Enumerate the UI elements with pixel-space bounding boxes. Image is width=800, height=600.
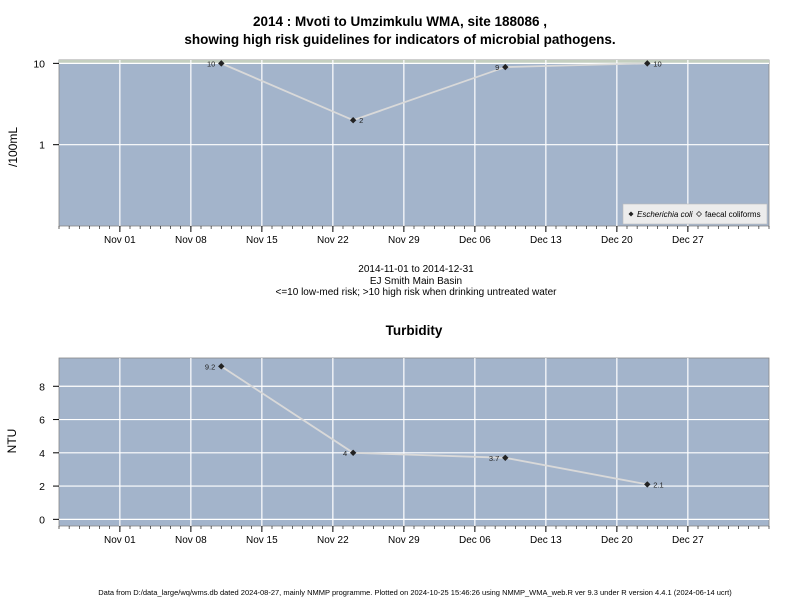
data-point bbox=[502, 454, 509, 462]
date-range-text: 2014-11-01 to 2014-12-31 bbox=[358, 264, 474, 275]
y-tick-label: 0 bbox=[39, 514, 45, 526]
y-tick-label: 1 bbox=[39, 140, 45, 152]
data-point bbox=[644, 481, 651, 488]
x-tick-label: Nov 01 bbox=[104, 535, 136, 546]
microbial-chart: Nov 01 Nov 08 Nov 15 Nov 22 Nov 29 Dec 06 Dec … bbox=[33, 58, 770, 246]
data-label: 9 bbox=[495, 63, 499, 72]
x-tick-label: Dec 13 bbox=[530, 535, 562, 546]
x-tick-label: Nov 08 bbox=[175, 535, 207, 546]
y-tick-label: 2 bbox=[39, 481, 45, 493]
microbial-y-axis-label: /100mL bbox=[6, 126, 20, 168]
chart-title-line2: showing high risk guidelines for indicat… bbox=[184, 32, 616, 47]
y-tick-label: 8 bbox=[39, 381, 45, 393]
series-line bbox=[220, 62, 648, 122]
basin-text: EJ Smith Main Basin bbox=[369, 276, 463, 287]
data-label: 10 bbox=[207, 59, 215, 68]
data-label: 3.7 bbox=[489, 454, 499, 463]
chart-title-line1: 2014 : Mvoti to Umzimkulu WMA, site 1880… bbox=[252, 14, 548, 29]
legend-label-ecoli: Escherichia coli bbox=[637, 210, 693, 219]
data-label: 10 bbox=[653, 59, 661, 68]
x-tick-label: Dec 06 bbox=[459, 535, 491, 546]
legend-marker-ecoli bbox=[628, 211, 634, 217]
y-tick-label: 10 bbox=[33, 58, 45, 70]
turbidity-title: Turbidity bbox=[385, 323, 443, 338]
x-tick-label: Dec 13 bbox=[530, 235, 562, 246]
x-tick-label: Dec 06 bbox=[459, 235, 491, 246]
guideline-band bbox=[59, 60, 769, 64]
footer-note: Data from D:/data_large/wq/wms.db dated … bbox=[98, 588, 732, 597]
x-tick-label: Nov 22 bbox=[317, 235, 349, 246]
x-tick-label: Nov 15 bbox=[246, 535, 278, 546]
x-tick-label: Nov 01 bbox=[104, 235, 136, 246]
x-tick-label: Dec 27 bbox=[672, 535, 704, 546]
data-label: 9.2 bbox=[205, 362, 215, 371]
x-tick-label: Nov 29 bbox=[388, 535, 420, 546]
x-tick-label: Nov 15 bbox=[246, 235, 278, 246]
turbidity-y-axis-label: NTU bbox=[5, 428, 19, 454]
legend-label-faecal: faecal coliforms bbox=[705, 210, 761, 219]
x-tick-label: Dec 20 bbox=[601, 235, 633, 246]
data-point bbox=[349, 449, 357, 457]
x-tick-label: Dec 27 bbox=[672, 235, 704, 246]
x-tick-label: Nov 22 bbox=[317, 535, 349, 546]
x-tick-label: Nov 08 bbox=[175, 235, 207, 246]
legend-box bbox=[622, 203, 768, 225]
data-point bbox=[218, 363, 225, 370]
risk-note-text: <=10 low-med risk; >10 high risk when dr… bbox=[275, 287, 557, 298]
data-label: 4 bbox=[343, 449, 347, 458]
x-tick-label: Dec 20 bbox=[601, 535, 633, 546]
data-point bbox=[349, 117, 357, 124]
y-tick-label: 4 bbox=[39, 448, 45, 460]
turbidity-chart: Nov 01 Nov 08 Nov 15 Nov 22 Nov 29 Dec 06 Dec … bbox=[39, 357, 770, 546]
y-tick-label: 6 bbox=[39, 415, 45, 427]
data-label: 2 bbox=[359, 116, 363, 125]
plot-panel bbox=[58, 59, 770, 227]
series-line bbox=[220, 365, 648, 486]
legend: Escherichia coli faecal coliforms bbox=[622, 203, 768, 225]
plot-panel bbox=[58, 357, 770, 527]
data-label: 2.1 bbox=[653, 480, 663, 489]
legend-marker-faecal bbox=[695, 210, 703, 218]
x-tick-label: Nov 29 bbox=[388, 235, 420, 246]
data-point bbox=[644, 60, 651, 67]
